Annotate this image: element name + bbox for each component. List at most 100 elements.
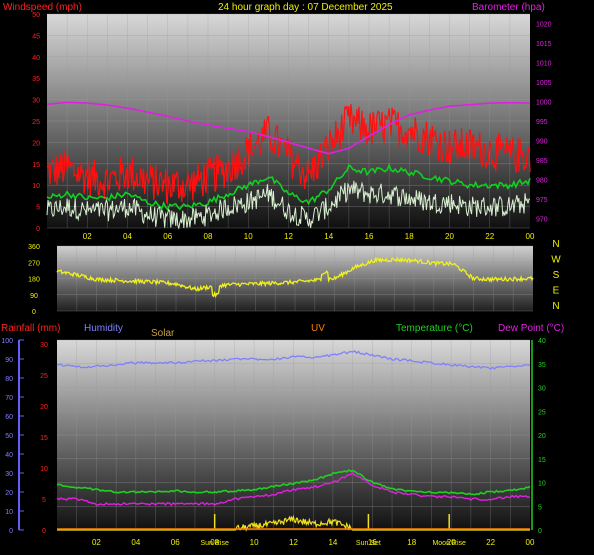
solar-line: [57, 514, 530, 532]
humidity-line: [56, 349, 531, 370]
compass-label: S: [553, 270, 560, 281]
wind-tick-label: 30: [32, 98, 40, 105]
temp-x-tick-label: 20: [447, 538, 456, 547]
temp-tick-label: 30: [538, 386, 546, 393]
barometer-tick-label: 1010: [536, 61, 552, 68]
temp-tick-label: 25: [538, 409, 546, 416]
temp-x-tick-label: 22: [486, 538, 495, 547]
rain-tick-label: 0: [42, 528, 46, 535]
wind-x-tick-label: 16: [365, 232, 374, 241]
wind-x-tick-label: 00: [526, 232, 535, 241]
event-label: Sun Set: [356, 540, 381, 547]
temp-x-tick-label: 18: [407, 538, 416, 547]
temp-tick-label: 40: [538, 338, 546, 345]
humidity-tick-label: 70: [5, 395, 13, 402]
wind-tick-label: 50: [32, 12, 40, 19]
wind-tick-label: 20: [32, 140, 40, 147]
wind-average-line: [46, 162, 531, 212]
barometer-line: [46, 101, 531, 155]
wind-tick-label: 10: [32, 183, 40, 190]
temp-tick-label: 10: [538, 481, 546, 488]
wind-tick-label: 15: [32, 162, 40, 169]
temp-tick-label: 15: [538, 457, 546, 464]
temp-x-tick-label: 02: [92, 538, 101, 547]
compass-label: N: [552, 239, 559, 250]
chart-title: 24 hour graph day : 07 December 2025: [218, 2, 393, 13]
direction-tick-label: 270: [28, 260, 40, 267]
wind-gust-line: [46, 103, 531, 204]
barometer-tick-label: 990: [536, 138, 548, 145]
event-label: Sun Rise: [200, 540, 229, 547]
temp-x-tick-label: 10: [250, 538, 259, 547]
wind-x-tick-label: 02: [83, 232, 92, 241]
wind-direction-line: [56, 256, 534, 299]
humidity-tick-label: 90: [5, 357, 13, 364]
rainfall-label: Rainfall (mm): [1, 323, 60, 334]
humidity-tick-label: 60: [5, 414, 13, 421]
humidity-tick-label: 50: [5, 433, 13, 440]
temp-x-tick-label: 04: [131, 538, 140, 547]
humidity-tick-label: 10: [5, 509, 13, 516]
barometer-tick-label: 1020: [536, 22, 552, 29]
humidity-tick-label: 30: [5, 471, 13, 478]
temp-tick-label: 0: [538, 528, 542, 535]
temperature-label: Temperature (°C): [396, 323, 473, 334]
compass-label: E: [553, 286, 560, 297]
rain-tick-label: 20: [40, 404, 48, 411]
temp-tick-label: 20: [538, 433, 546, 440]
humidity-tick-label: 40: [5, 452, 13, 459]
wind-tick-label: 40: [32, 55, 40, 62]
temp-x-tick-label: 08: [210, 538, 219, 547]
wind-x-tick-label: 10: [244, 232, 253, 241]
wind-x-tick-label: 18: [405, 232, 414, 241]
humidity-tick-label: 0: [9, 528, 13, 535]
rain-tick-label: 10: [40, 466, 48, 473]
dew-point-line: [56, 471, 531, 506]
barometer-tick-label: 995: [536, 119, 548, 126]
humidity-label: Humidity: [84, 323, 123, 334]
direction-tick-label: 90: [30, 293, 38, 300]
wind-tick-label: 45: [32, 33, 40, 40]
wind-x-tick-label: 20: [445, 232, 454, 241]
wind-axis-title: Windspeed (mph): [3, 2, 82, 13]
barometer-tick-label: 1015: [536, 41, 552, 48]
temp-x-tick-label: 16: [368, 538, 377, 547]
humidity-tick-label: 100: [1, 338, 13, 345]
wind-tick-label: 5: [36, 205, 40, 212]
rain-tick-label: 5: [42, 497, 46, 504]
humidity-tick-label: 80: [5, 376, 13, 383]
rain-tick-label: 15: [40, 435, 48, 442]
barometer-tick-label: 1000: [536, 100, 552, 107]
event-label: Moon Rise: [432, 540, 466, 547]
barometer-tick-label: 980: [536, 177, 548, 184]
wind-x-tick-label: 14: [324, 232, 333, 241]
compass-label: N: [552, 301, 559, 312]
rain-tick-label: 25: [40, 373, 48, 380]
wind-x-tick-label: 12: [284, 232, 293, 241]
temp-x-tick-label: 12: [289, 538, 298, 547]
direction-tick-label: 360: [28, 244, 40, 251]
wind-tick-label: 0: [36, 226, 40, 233]
temperature-line: [56, 469, 531, 496]
rain-tick-label: 30: [40, 342, 48, 349]
wind-x-tick-label: 22: [485, 232, 494, 241]
dew-point-label: Dew Point (°C): [498, 323, 564, 334]
compass-label: W: [551, 255, 561, 266]
humidity-tick-label: 20: [5, 490, 13, 497]
solar-label: Solar: [151, 328, 175, 339]
barometer-tick-label: 985: [536, 158, 548, 165]
uv-label: UV: [311, 323, 325, 334]
barometer-tick-label: 975: [536, 197, 548, 204]
barometer-tick-label: 970: [536, 216, 548, 223]
wind-tick-label: 25: [32, 119, 40, 126]
wind-speed-line: [46, 180, 531, 230]
temp-x-tick-label: 06: [171, 538, 180, 547]
wind-x-tick-label: 08: [204, 232, 213, 241]
wind-x-tick-label: 04: [123, 232, 132, 241]
barometer-axis-title: Barometer (hpa): [472, 2, 545, 13]
temp-tick-label: 5: [538, 504, 542, 511]
direction-tick-label: 180: [28, 277, 40, 284]
barometer-tick-label: 1005: [536, 80, 552, 87]
temp-x-tick-label: 00: [526, 538, 535, 547]
